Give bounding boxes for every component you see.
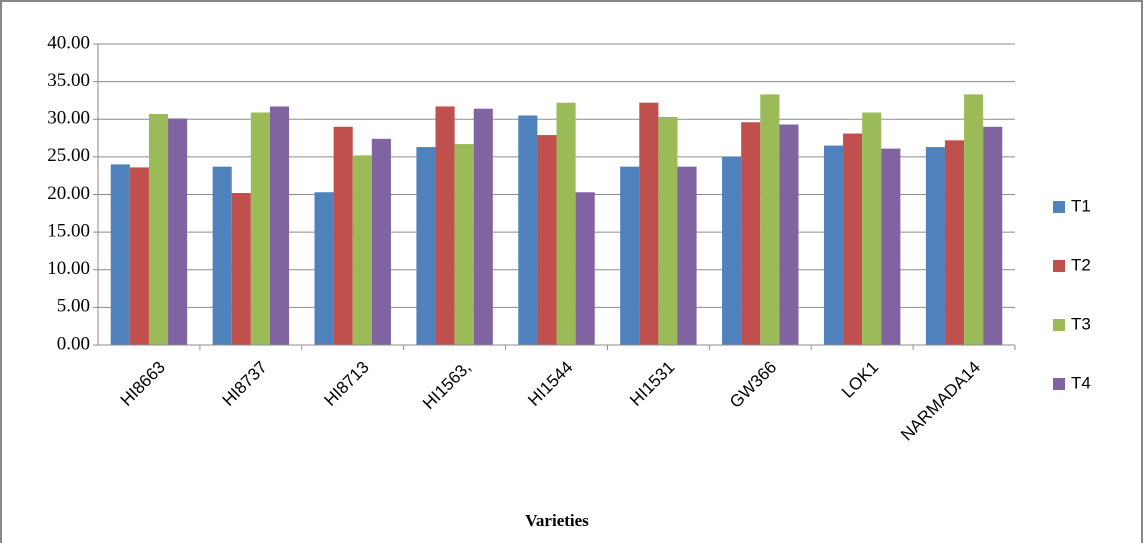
bar xyxy=(435,106,455,346)
legend-swatch xyxy=(1053,260,1065,272)
y-tick-label: 35.00 xyxy=(47,70,90,91)
bar xyxy=(620,166,640,345)
x-tick-label: LOK1 xyxy=(838,358,882,402)
x-tick-label: HI1563, xyxy=(419,358,475,414)
bar xyxy=(760,94,780,345)
bar xyxy=(575,192,595,345)
y-tick-label: 25.00 xyxy=(47,145,90,166)
bar xyxy=(556,102,576,345)
bar xyxy=(454,144,474,345)
legend-label: T2 xyxy=(1071,255,1091,274)
bar xyxy=(168,118,188,345)
y-tick-label: 5.00 xyxy=(57,296,90,317)
bar xyxy=(148,113,169,345)
x-tick-label: HI8713 xyxy=(321,358,373,410)
bar xyxy=(925,147,945,345)
y-tick-label: 40.00 xyxy=(47,32,90,53)
bar xyxy=(352,155,372,345)
legend-label: T1 xyxy=(1071,196,1091,215)
y-tick-label: 20.00 xyxy=(47,183,90,204)
x-tick-label: GW366 xyxy=(726,358,780,412)
bar xyxy=(537,135,557,345)
bar xyxy=(722,156,742,345)
x-tick-label: NARMADA14 xyxy=(897,358,984,445)
x-tick-label: HI8663 xyxy=(117,358,169,410)
x-tick-label: HI1531 xyxy=(626,358,678,410)
bar xyxy=(823,145,844,345)
bar xyxy=(964,94,984,345)
bar xyxy=(314,192,334,345)
legend-label: T3 xyxy=(1071,314,1091,333)
legend-swatch xyxy=(1053,201,1065,213)
y-tick-label: 15.00 xyxy=(47,220,90,241)
bar xyxy=(212,166,232,345)
bar xyxy=(741,122,761,345)
y-tick-label: 0.00 xyxy=(57,333,90,354)
bar xyxy=(843,133,863,345)
y-tick-label: 30.00 xyxy=(47,108,90,129)
x-tick-label: HI1544 xyxy=(524,358,576,410)
bar xyxy=(518,115,538,345)
bar xyxy=(658,116,678,346)
bar xyxy=(862,112,882,345)
bar xyxy=(333,126,353,346)
bar xyxy=(129,167,149,345)
bar xyxy=(110,164,130,345)
bar xyxy=(231,192,251,345)
y-tick-label: 10.00 xyxy=(47,258,90,279)
bar xyxy=(881,148,901,345)
bar xyxy=(371,138,391,345)
bar xyxy=(269,106,290,346)
legend-swatch xyxy=(1053,378,1065,390)
bar xyxy=(473,108,493,345)
x-axis-title: Varieties xyxy=(525,511,589,530)
legend-swatch xyxy=(1053,319,1065,331)
bar xyxy=(639,102,659,345)
bar xyxy=(416,147,436,345)
bar xyxy=(983,126,1003,346)
bar xyxy=(944,140,965,345)
bar xyxy=(779,124,799,345)
x-tick-label: HI8737 xyxy=(219,358,271,410)
legend-label: T4 xyxy=(1071,373,1091,392)
bar xyxy=(250,112,270,345)
bar xyxy=(677,166,697,345)
